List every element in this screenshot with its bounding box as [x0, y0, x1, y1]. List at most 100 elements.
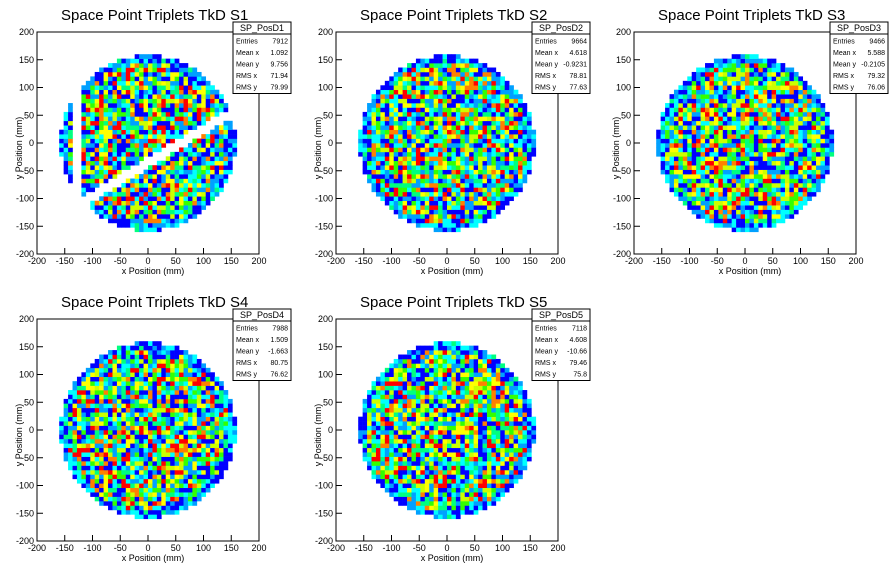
heatmap-bin	[99, 469, 104, 475]
heatmap-bin	[108, 200, 113, 206]
stat-label: RMS y	[236, 372, 258, 379]
heatmap-bin	[227, 160, 233, 166]
heatmap-bin	[384, 182, 390, 188]
heatmap-bin	[187, 474, 193, 480]
heatmap-bin	[424, 151, 430, 157]
heatmap-bin	[170, 385, 175, 391]
heatmap-bin	[513, 89, 519, 95]
heatmap-bin	[205, 372, 211, 378]
heatmap-bin	[227, 434, 233, 440]
heatmap-bin	[673, 191, 679, 197]
heatmap-bin	[762, 205, 768, 210]
heatmap-bin	[81, 478, 87, 484]
heatmap-bin	[99, 425, 104, 431]
heatmap-bin	[161, 85, 167, 91]
heatmap-bin	[205, 151, 211, 157]
heatmap-bin	[108, 94, 113, 99]
heatmap-bin	[455, 129, 461, 135]
heatmap-bin	[451, 58, 457, 64]
heatmap-bin	[753, 196, 759, 202]
heatmap-bin	[134, 425, 140, 431]
heatmap-bin	[700, 151, 706, 157]
heatmap-bin	[518, 98, 523, 104]
heatmap-bin	[134, 341, 140, 346]
heatmap-bin	[201, 89, 207, 95]
heatmap-bin	[469, 218, 474, 224]
heatmap-bin	[156, 461, 162, 466]
heatmap-bin	[402, 205, 408, 210]
heatmap-bin	[438, 165, 443, 170]
heatmap-bin	[393, 116, 399, 122]
heatmap-bin	[411, 94, 417, 99]
heatmap-bin	[134, 367, 140, 373]
heatmap-bin	[219, 160, 224, 166]
heatmap-bin	[500, 205, 506, 210]
heatmap-bin	[718, 218, 724, 224]
heatmap-bin	[811, 107, 817, 113]
heatmap-bin	[789, 196, 795, 202]
heatmap-bin	[495, 125, 501, 130]
heatmap-bin	[76, 430, 82, 435]
heatmap-bin	[455, 182, 461, 188]
heatmap-bin	[179, 465, 184, 471]
heatmap-bin	[196, 98, 202, 104]
heatmap-bin	[411, 76, 417, 82]
heatmap-bin	[705, 138, 710, 144]
heatmap-bin	[165, 390, 171, 395]
heatmap-bin	[121, 372, 127, 378]
heatmap-bin	[380, 107, 386, 113]
heatmap-bin	[174, 151, 180, 157]
heatmap-bin	[90, 156, 96, 162]
heatmap-bin	[76, 438, 82, 444]
heatmap-bin	[784, 187, 790, 193]
heatmap-bin	[429, 214, 434, 219]
heatmap-bin	[531, 143, 537, 148]
heatmap-bin	[460, 80, 466, 86]
heatmap-bin	[99, 85, 104, 91]
heatmap-bin	[447, 165, 452, 170]
heatmap-bin	[85, 456, 91, 462]
heatmap-bin	[143, 412, 149, 417]
heatmap-bin	[682, 191, 688, 197]
y-tick-label: -50	[21, 166, 34, 176]
heatmap-bin	[192, 452, 198, 457]
heatmap-bin	[802, 111, 808, 117]
heatmap-bin	[223, 390, 229, 395]
heatmap-bin	[108, 403, 113, 409]
heatmap-bin	[148, 474, 153, 480]
heatmap-bin	[731, 111, 737, 117]
heatmap-bin	[103, 394, 109, 400]
heatmap-bin	[94, 398, 100, 404]
heatmap-bin	[780, 196, 786, 202]
heatmap-bin	[94, 412, 100, 417]
x-tick-label: 0	[145, 543, 150, 553]
heatmap-bin	[94, 403, 100, 409]
x-tick-label: -200	[28, 543, 46, 553]
heatmap-bin	[130, 71, 135, 77]
heatmap-bin	[156, 501, 162, 506]
heatmap-bin	[81, 191, 87, 197]
heatmap-bin	[478, 71, 483, 77]
heatmap-bin	[420, 85, 426, 91]
heatmap-bin	[798, 174, 804, 179]
heatmap-bin	[691, 94, 697, 99]
heatmap-bin	[152, 487, 158, 493]
heatmap-bin	[776, 116, 781, 122]
heatmap-bin	[179, 447, 184, 453]
heatmap-bin	[526, 116, 532, 122]
heatmap-bin	[210, 447, 215, 453]
heatmap-bin	[139, 505, 144, 511]
heatmap-bin	[152, 492, 158, 497]
y-axis-label: y Position (mm)	[313, 117, 323, 180]
heatmap-bin	[380, 89, 386, 95]
heatmap-bin	[393, 85, 399, 91]
heatmap-bin	[411, 187, 417, 193]
heatmap-bin	[174, 390, 180, 395]
heatmap-bin	[214, 111, 220, 117]
heatmap-bin	[705, 85, 710, 91]
heatmap-bin	[103, 492, 109, 497]
heatmap-bin	[139, 187, 144, 193]
stat-label: Entries	[535, 39, 557, 46]
heatmap-bin	[205, 116, 211, 122]
heatmap-bin	[139, 492, 144, 497]
